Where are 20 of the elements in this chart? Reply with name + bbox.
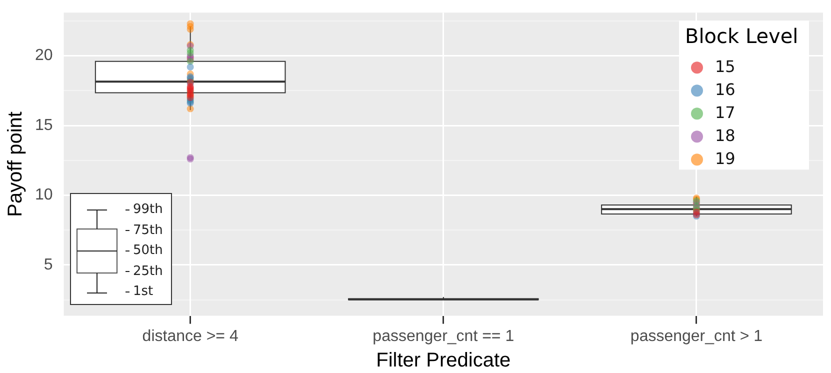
annotation: 75th	[133, 222, 163, 238]
y-tick-label: 20	[35, 47, 53, 64]
annotation: 1st	[133, 284, 154, 299]
legend-label: 19	[715, 148, 736, 168]
legend-label: 15	[715, 56, 736, 76]
y-axis-title: Payoff point	[4, 111, 27, 217]
y-tick-label: 15	[35, 116, 53, 134]
annotation: 50th	[133, 243, 163, 258]
x-tick-label: passenger_cnt > 1	[630, 328, 763, 345]
x-tick-label: distance >= 4	[142, 328, 238, 345]
y-tick-label: 10	[35, 186, 53, 204]
legend-label: 18	[715, 126, 736, 145]
x-axis-title: Filter Predicate	[376, 350, 511, 372]
y-tick-label: 5	[44, 256, 53, 274]
x-tick-label: passenger_cnt == 1	[372, 328, 514, 345]
legend-label: 16	[715, 80, 736, 99]
legend-label: 17	[715, 102, 736, 122]
annotation: 25th	[133, 264, 163, 278]
legend-title: Block Level	[685, 24, 798, 48]
annotation: 99th	[133, 202, 163, 217]
